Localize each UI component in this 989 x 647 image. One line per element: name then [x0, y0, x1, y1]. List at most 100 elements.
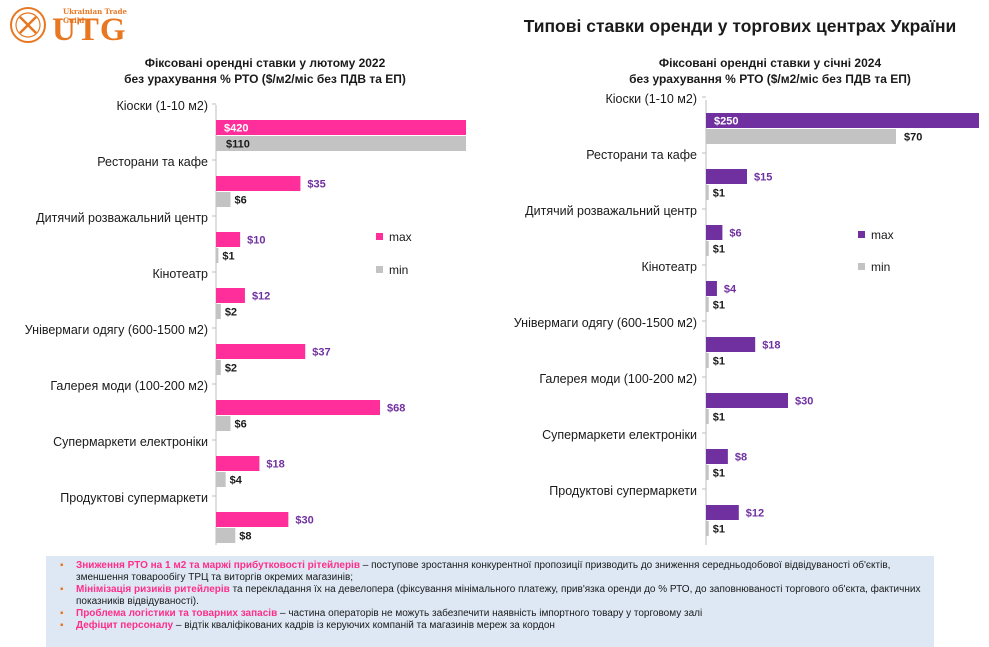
- bar-min: [216, 192, 231, 207]
- data-label-max: $18: [762, 340, 780, 352]
- category-label: Галерея моди (100-200 м2): [50, 379, 208, 393]
- data-label-max: $12: [252, 291, 270, 303]
- bar-min: [216, 528, 236, 543]
- data-label-min: $1: [713, 300, 725, 312]
- bar-min: [706, 353, 709, 368]
- data-label-max: $4: [724, 284, 737, 296]
- logo-text: UTG: [52, 12, 127, 48]
- data-label-min: $2: [225, 363, 237, 375]
- category-label: Кінотеатр: [152, 267, 208, 281]
- data-label-min: $1: [713, 468, 725, 480]
- bar-min: [216, 304, 221, 319]
- bar-max: [216, 456, 260, 471]
- note-item: ▪ Дефіцит персоналу – відтік кваліфікован…: [56, 620, 926, 632]
- bullet-icon: ▪: [60, 620, 64, 631]
- data-label-min: $1: [713, 244, 725, 256]
- bar-max: [706, 449, 728, 464]
- data-label-min: $8: [239, 531, 251, 543]
- data-label-min: $6: [234, 419, 246, 431]
- bar-max: [216, 120, 466, 135]
- bullet-icon: ▪: [60, 608, 64, 619]
- bar-max: [706, 169, 747, 184]
- data-label-min: $110: [226, 139, 250, 151]
- legend-label-min: min: [871, 260, 890, 274]
- bar-max: [216, 288, 245, 303]
- bar-min: [216, 248, 219, 263]
- data-label-min: $4: [230, 475, 243, 487]
- bar-max: [216, 232, 241, 247]
- data-label-max: $30: [795, 396, 813, 408]
- utg-logo: Ukrainian Trade Guild UTG: [8, 4, 148, 48]
- bullet-icon: ▪: [60, 560, 64, 571]
- note-highlight: Проблема логістики та товарних запасів: [76, 608, 278, 619]
- data-label-max: $8: [735, 452, 747, 464]
- right-chart-subtitle: Фіксовані орендні ставки у січні 2024 бе…: [560, 55, 980, 87]
- bar-min: [706, 129, 896, 144]
- bar-max: [216, 512, 289, 527]
- right-subtitle-line-1: Фіксовані орендні ставки у січні 2024: [658, 56, 882, 70]
- data-label-min: $1: [713, 188, 725, 200]
- bar-min: [706, 465, 709, 480]
- right-subtitle-line-2: без урахування % РТО ($/м2/міс без ПДВ т…: [629, 72, 911, 86]
- bar-max: [706, 505, 739, 520]
- legend-swatch-min: [858, 263, 865, 270]
- left-subtitle-line-2: без урахування % РТО ($/м2/міс без ПДВ т…: [124, 72, 406, 86]
- legend-label-max: max: [871, 228, 894, 242]
- bar-max: [706, 337, 756, 352]
- data-label-max: $12: [746, 508, 764, 520]
- notes-panel: ▪ Зниження РТО на 1 м2 та маржі прибутков…: [46, 556, 934, 647]
- category-label: Дитячий розважальний центр: [525, 204, 697, 218]
- category-label: Супермаркети електроніки: [53, 435, 208, 449]
- left-subtitle-line-1: Фіксовані орендні ставки у лютому 2022: [144, 56, 386, 70]
- bar-max: [216, 344, 306, 359]
- bullet-icon: ▪: [60, 584, 64, 595]
- note-highlight: Дефіцит персоналу: [76, 620, 174, 631]
- logo-tagline: Ukrainian Trade Guild: [63, 7, 127, 25]
- data-label-max: $250: [714, 116, 738, 128]
- note-text: та перекладання їх на девелопера (фіксув…: [76, 584, 921, 607]
- bar-max: [706, 393, 788, 408]
- category-label: Галерея моди (100-200 м2): [539, 372, 697, 386]
- bar-min: [706, 409, 709, 424]
- data-label-min: $1: [713, 412, 725, 424]
- bar-max: [216, 176, 301, 191]
- category-label: Ресторани та кафе: [586, 148, 697, 162]
- left-chart-subtitle: Фіксовані орендні ставки у лютому 2022 б…: [60, 55, 470, 87]
- bar-min: [706, 185, 709, 200]
- legend-swatch-min: [376, 266, 383, 273]
- legend-swatch-max: [858, 231, 865, 238]
- category-label: Дитячий розважальний центр: [36, 211, 208, 225]
- legend-swatch-max: [376, 233, 383, 240]
- data-label-max: $15: [754, 172, 772, 184]
- category-label: Універмаги одягу (600-1500 м2): [514, 316, 697, 330]
- category-label: Продуктові супермаркети: [549, 484, 697, 498]
- data-label-min: $2: [225, 307, 237, 319]
- category-label: Ресторани та кафе: [97, 155, 208, 169]
- data-label-min: $1: [713, 524, 725, 536]
- bar-max: [706, 225, 723, 240]
- bar-max: [706, 281, 717, 296]
- category-label: Кінотеатр: [641, 260, 697, 274]
- bar-min: [216, 472, 226, 487]
- note-text: – відтік кваліфікованих кадрів із керуюч…: [173, 620, 555, 631]
- data-label-max: $10: [247, 235, 265, 247]
- data-label-max: $6: [729, 228, 741, 240]
- bar-min: [706, 297, 709, 312]
- bar-min: [706, 521, 709, 536]
- category-label: Супермаркети електроніки: [542, 428, 697, 442]
- bar-min: [216, 360, 221, 375]
- note-item: ▪ Зниження РТО на 1 м2 та маржі прибутков…: [56, 560, 926, 584]
- note-text: – частина операторів не можуть забезпечи…: [277, 608, 703, 619]
- logo-emblem-icon: [10, 7, 46, 43]
- note-highlight: Зниження РТО на 1 м2 та маржі прибутково…: [76, 560, 360, 571]
- data-label-max: $35: [307, 179, 325, 191]
- data-label-max: $420: [224, 123, 248, 135]
- bar-max: [706, 113, 979, 128]
- data-label-max: $68: [387, 403, 405, 415]
- category-label: Універмаги одягу (600-1500 м2): [25, 323, 208, 337]
- data-label-min: $6: [234, 195, 246, 207]
- bar-min: [706, 241, 709, 256]
- data-label-max: $30: [295, 515, 313, 527]
- data-label-min: $70: [904, 132, 922, 144]
- bar-max: [216, 400, 380, 415]
